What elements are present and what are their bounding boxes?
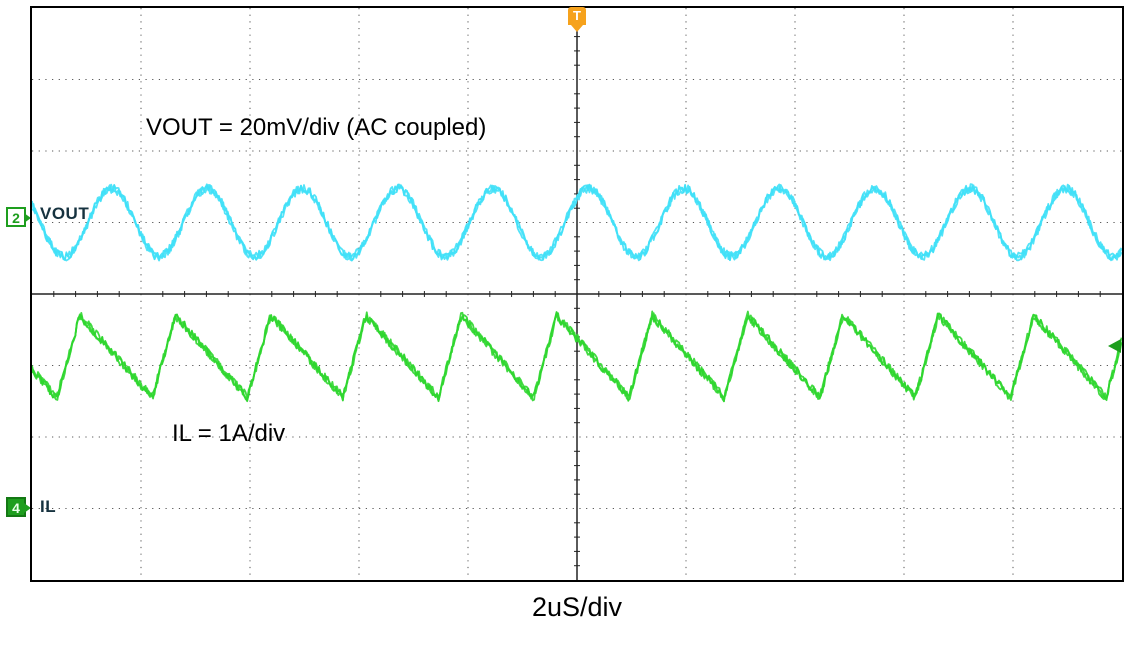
il-scale-annotation: IL = 1A/div <box>172 420 286 447</box>
vout-channel-label: VOUT <box>40 204 90 223</box>
channel-2-marker-arrow-icon <box>24 213 31 223</box>
channel-2-marker-label: 2 <box>12 210 20 226</box>
trace-il <box>32 310 1122 403</box>
vout-scale-annotation: VOUT = 20mV/div (AC coupled) <box>146 114 487 141</box>
trigger-marker-label: T <box>573 8 581 23</box>
timebase-label: 2uS/div <box>531 592 623 622</box>
channel-2-marker: 2 <box>6 207 31 227</box>
il-channel-label: IL <box>40 497 57 516</box>
trigger-position-marker: T <box>568 7 586 32</box>
trigger-marker-arrow-icon <box>571 25 583 32</box>
trace-vout <box>32 183 1122 262</box>
channel-4-marker-label: 4 <box>12 500 20 516</box>
waveform-plot-area: VOUT = 20mV/div (AC coupled) IL = 1A/div… <box>30 6 1124 582</box>
channel-4-marker-arrow-icon <box>24 503 31 513</box>
channel-4-marker: 4 <box>6 497 31 517</box>
waveform-plot <box>32 8 1122 580</box>
channel4-level-arrow-icon <box>1108 339 1121 353</box>
